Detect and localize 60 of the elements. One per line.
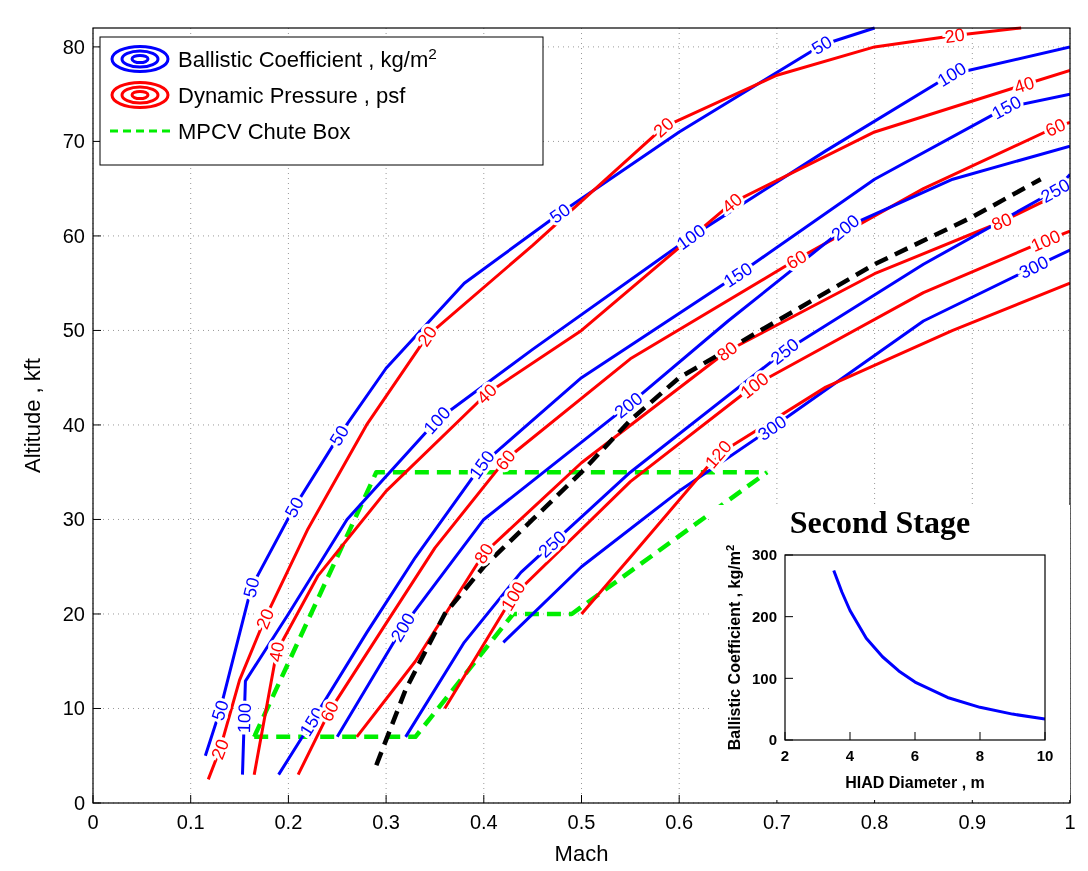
y-tick-label: 40: [62, 413, 85, 436]
annotation: 250: [534, 526, 571, 562]
legend-label: Dynamic Pressure , psf: [178, 82, 407, 108]
y-tick-label: 0: [768, 731, 777, 749]
y-tick-label: 70: [62, 130, 85, 153]
annotation: 40: [718, 188, 747, 218]
x-tick-label: 0.3: [372, 811, 401, 833]
annotation: 80: [713, 337, 742, 366]
annotation: 20: [943, 24, 967, 48]
annotation: 20: [207, 736, 234, 763]
annotation: 60: [782, 246, 811, 274]
y-tick-label: 30: [62, 508, 85, 531]
x-tick-label: 2: [780, 747, 790, 764]
y-axis-title: Altitude , kft: [20, 358, 45, 473]
y-tick-label: 10: [62, 697, 85, 720]
annotation: 20: [649, 113, 678, 142]
annotation: 300: [1016, 251, 1052, 283]
x-tick-label: 0.9: [958, 811, 987, 833]
annotation: 250: [1037, 174, 1074, 207]
y-tick-label: 300: [751, 546, 777, 564]
x-tick-label: 6: [910, 747, 920, 764]
annotation: 50: [239, 575, 264, 600]
x-tick-label: 0.6: [665, 811, 694, 833]
annotation: 200: [827, 210, 864, 245]
annotation: 200: [610, 388, 647, 423]
annotation: 100: [673, 220, 710, 254]
y-tick-label: 80: [62, 35, 85, 58]
y-tick-label: 50: [62, 319, 85, 342]
y-tick-label: 0: [73, 792, 85, 814]
y-tick-label: 200: [751, 607, 777, 625]
x-tick-label: 4: [845, 747, 855, 764]
chart-title: Second Stage: [789, 504, 971, 540]
y-tick-label: 20: [62, 602, 85, 625]
x-tick-label: 0.7: [762, 811, 791, 833]
legend-label: MPCV Chute Box: [178, 118, 351, 144]
annotation: 50: [808, 31, 836, 60]
y-tick-label: 60: [62, 224, 85, 247]
x-tick-label: 10: [1036, 747, 1054, 764]
x-axis-title: HIAD Diameter , m: [845, 774, 985, 791]
x-tick-label: 8: [975, 747, 985, 764]
x-axis-title: Mach: [554, 841, 609, 866]
annotation: 50: [546, 199, 575, 228]
annotation: 80: [470, 539, 498, 568]
x-tick-label: 1: [1064, 811, 1076, 833]
annotation: 250: [766, 334, 803, 369]
x-tick-label: 0.8: [860, 811, 889, 833]
x-tick-label: 0.2: [274, 811, 303, 833]
annotation: 120: [701, 436, 736, 473]
annotation: 80: [988, 208, 1015, 236]
x-tick-label: 0.4: [469, 811, 498, 833]
annotation: 20: [413, 322, 442, 351]
y-tick-label: 100: [751, 669, 777, 687]
x-tick-label: 0: [87, 811, 99, 833]
legend-label: Ballistic Coefficient , kg/m$^{2}$: [178, 44, 437, 72]
annotation: 20: [252, 605, 279, 632]
annotation: 100: [419, 402, 455, 439]
annotation: 200: [386, 609, 420, 646]
x-tick-label: 0.1: [176, 811, 205, 833]
annotation: 100: [497, 578, 530, 615]
x-tick-label: 0.5: [567, 811, 596, 833]
